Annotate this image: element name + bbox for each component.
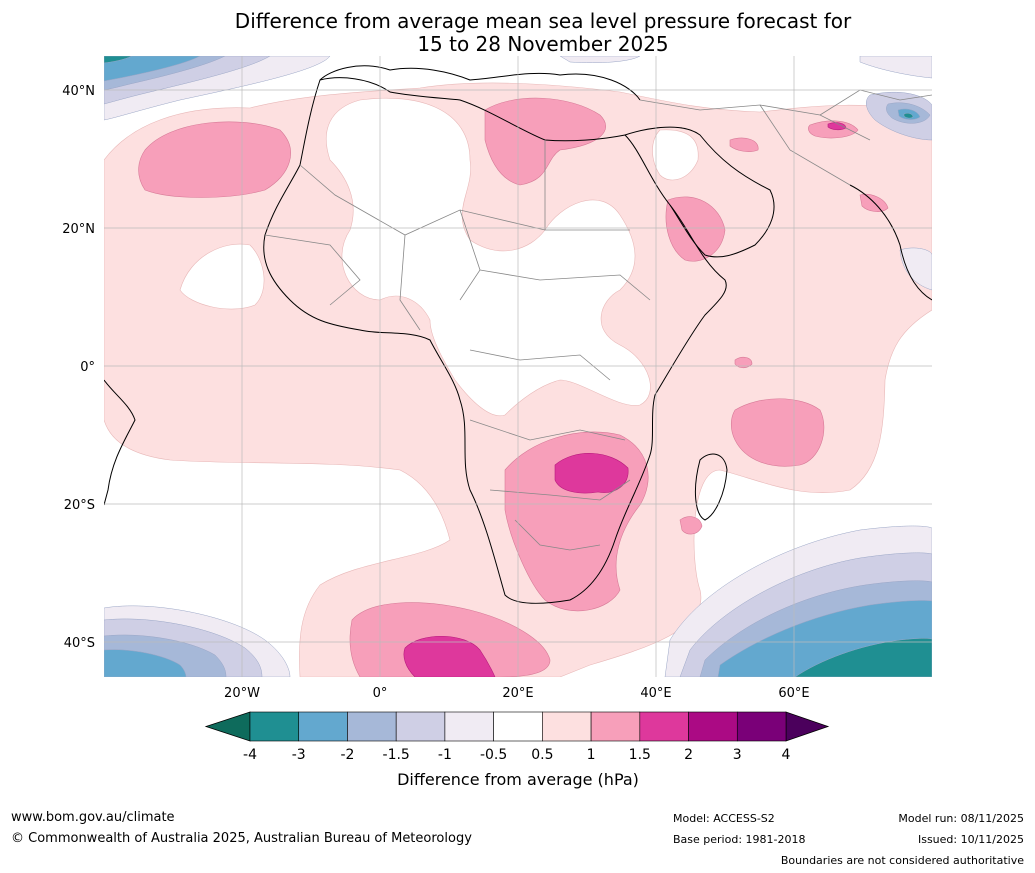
colorbar-bin [444, 711, 494, 742]
colorbar-bin [298, 711, 348, 742]
footer-issued: Issued: 10/11/2025 [917, 833, 1024, 846]
neg-top-center [559, 56, 641, 63]
colorbar-bin [249, 711, 300, 742]
footer-model-run: Model run: 08/11/2025 [898, 812, 1024, 825]
footer-base-period: Base period: 1981-2018 [673, 833, 806, 846]
border-egypt-sudan [544, 140, 630, 231]
lon-label-20e: 20°E [502, 686, 533, 701]
neg-southwest-sky [104, 649, 187, 677]
neg-north-atlantic-sky [104, 56, 201, 82]
latitude-labels: 40°N 20°N 0° 20°S 40°S [62, 84, 95, 651]
footer-copyright: © Commonwealth of Australia 2025, Austra… [11, 831, 472, 846]
border-asia [819, 89, 932, 116]
neutral-central-africa [326, 97, 651, 417]
border-southern-2 [489, 479, 631, 501]
colorbar-under-arrow [204, 711, 251, 742]
title-line-1: Difference from average mean sea level p… [234, 9, 852, 33]
colorbar-tick-label: 4 [782, 747, 791, 763]
chart-title: Difference from average mean sea level p… [0, 10, 1035, 56]
india-coastline [849, 184, 932, 301]
colorbar-tick-label: -0.5 [480, 747, 507, 763]
colorbar-bin [688, 711, 738, 742]
border-southern-3 [514, 519, 601, 551]
pink-atlantic-north [138, 121, 291, 198]
colorbar-tick-label: -2 [340, 747, 354, 763]
neg-top-right [859, 56, 932, 79]
colorbar-over-arrow [785, 711, 830, 742]
colorbar-tick-label: -3 [292, 747, 306, 763]
south-america-coastline [104, 379, 136, 506]
lat-label-0: 0° [80, 360, 95, 375]
pink-persia-north [729, 137, 759, 152]
colorbar-tick-label: -1.5 [383, 747, 410, 763]
longitude-labels: 20°W 0° 20°E 40°E 60°E [224, 686, 810, 701]
colorbar-tick-label: 3 [733, 747, 742, 763]
africa-coastline [263, 77, 727, 604]
footer-url[interactable]: www.bom.gov.au/climate [11, 810, 175, 825]
lon-label-40e: 40°E [640, 686, 671, 701]
lon-label-60e: 60°E [778, 686, 809, 701]
anomaly-zone-negative [104, 56, 932, 677]
colorbar-tick-label: -1 [438, 747, 452, 763]
border-central-africa [479, 269, 651, 301]
border-west-africa [264, 234, 361, 306]
colorbar-title: Difference from average (hPa) [397, 770, 639, 789]
colorbar: -4 -3 -2 -1.5 -1 -0.5 0.5 1 1.5 2 3 4 [204, 711, 830, 763]
colorbar-bin [493, 711, 543, 742]
colorbar-bin [395, 711, 446, 742]
border-persia [759, 104, 851, 186]
border-congo [469, 349, 611, 381]
colorbar-tick-label: 1 [587, 747, 596, 763]
lat-label-20s: 20°S [64, 498, 95, 513]
map-area [104, 56, 932, 677]
title-line-2: 15 to 28 November 2025 [417, 32, 669, 56]
country-borders [264, 89, 932, 551]
anomaly-zone-neutral [179, 97, 699, 417]
colorbar-bin [347, 711, 397, 742]
lon-label-20w: 20°W [224, 686, 260, 701]
colorbar-bin [639, 711, 689, 742]
pink-mozambique-channel [679, 516, 703, 535]
europe-coastline [319, 65, 641, 101]
neg-north-atlantic-teal [104, 56, 133, 64]
strong-south-atlantic [403, 635, 496, 677]
neutral-arabia [652, 129, 699, 181]
neg-bay-of-bengal [899, 247, 932, 291]
lat-label-40n: 40°N [62, 84, 95, 99]
colorbar-bin [590, 711, 641, 742]
arabia-coastline [624, 126, 775, 258]
lat-label-20n: 20°N [62, 222, 95, 237]
colorbar-tick-label: 1.5 [629, 747, 651, 763]
pink-red-sea [665, 196, 726, 262]
colorbar-bin [736, 711, 787, 742]
colorbar-tick-label: 0.5 [531, 747, 553, 763]
coastlines [104, 65, 932, 604]
lat-label-40s: 40°S [64, 636, 95, 651]
footer-model: Model: ACCESS-S2 [673, 812, 775, 825]
graticule [104, 56, 932, 677]
colorbar-bin [542, 711, 592, 742]
colorbar-tick-label: 2 [684, 747, 693, 763]
footer-disclaimer: Boundaries are not considered authoritat… [780, 854, 1024, 867]
lon-label-0: 0° [373, 686, 388, 701]
neg-southeast-teal [794, 638, 932, 677]
border-sahara-2 [399, 234, 421, 331]
border-southern-1 [469, 419, 626, 441]
neutral-west-africa-coast [179, 243, 265, 310]
colorbar-tick-label: -4 [243, 747, 257, 763]
pink-indian-ocean [730, 398, 825, 467]
madagascar-coastline [695, 453, 728, 521]
anomaly-zone-1.5-2 [403, 122, 847, 677]
neg-himalaya-teal [903, 112, 914, 119]
